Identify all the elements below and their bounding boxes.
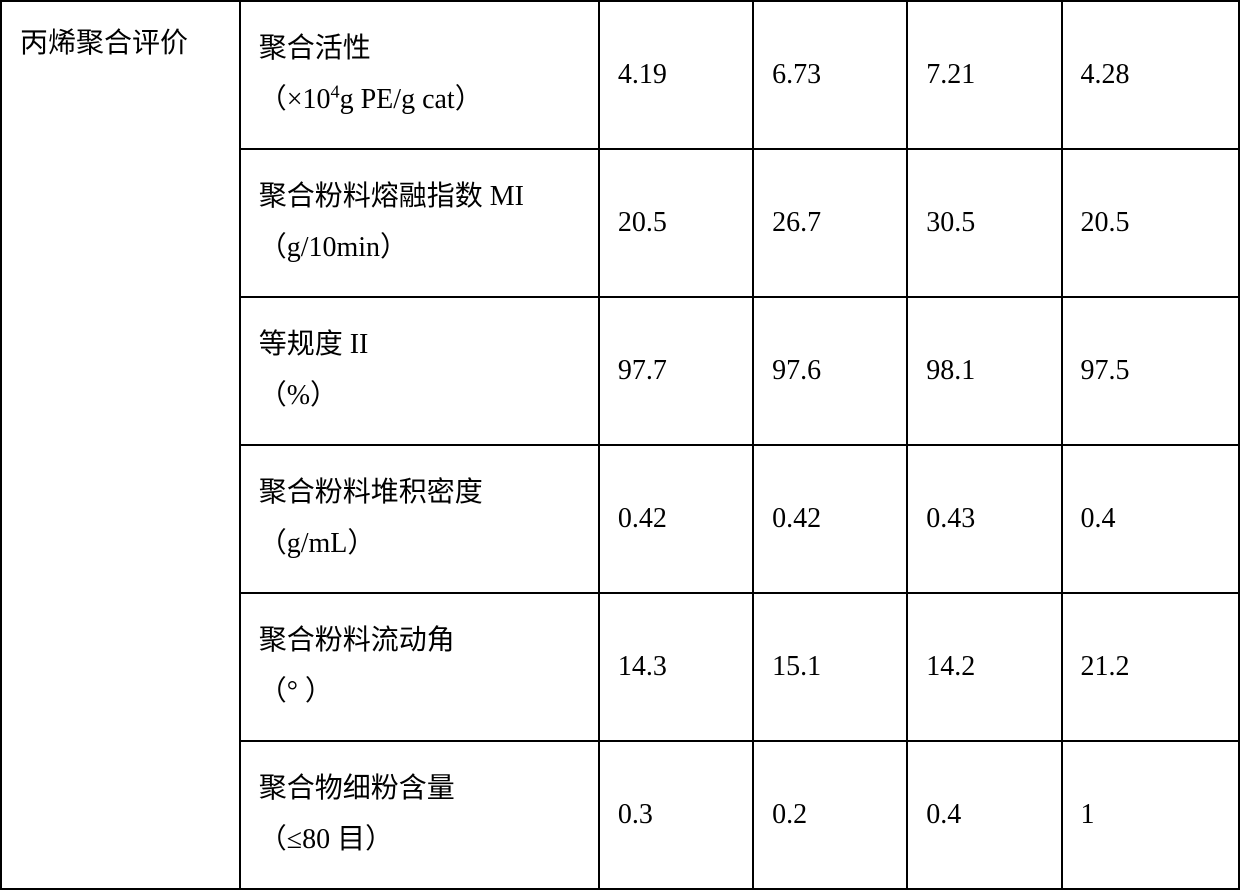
value-cell: 97.7 — [599, 297, 753, 445]
value-cell: 0.42 — [599, 445, 753, 593]
value-cell: 30.5 — [907, 149, 1061, 297]
value-cell: 4.28 — [1062, 1, 1239, 149]
value-cell: 97.6 — [753, 297, 907, 445]
metric-line1: 聚合活性 — [259, 27, 580, 72]
value-cell: 0.4 — [907, 741, 1061, 889]
table-row: 丙烯聚合评价 聚合活性 （×104g PE/g cat） 4.19 6.73 7… — [1, 1, 1239, 149]
metric-cell: 聚合粉料流动角 （° ） — [240, 593, 599, 741]
metric-cell: 等规度 II （%） — [240, 297, 599, 445]
metric-line2: （×104g PE/g cat） — [259, 78, 580, 123]
metric-cell: 聚合粉料熔融指数 MI （g/10min） — [240, 149, 599, 297]
metric-line1: 等规度 II — [259, 323, 580, 368]
value-cell: 20.5 — [1062, 149, 1239, 297]
value-cell: 0.3 — [599, 741, 753, 889]
metric-line2: （g/10min） — [259, 226, 580, 271]
value-cell: 7.21 — [907, 1, 1061, 149]
metric-cell: 聚合物细粉含量 （≤80 目） — [240, 741, 599, 889]
value-cell: 98.1 — [907, 297, 1061, 445]
metric-line2: （° ） — [259, 670, 580, 715]
value-cell: 0.4 — [1062, 445, 1239, 593]
value-cell: 14.3 — [599, 593, 753, 741]
metric-cell: 聚合活性 （×104g PE/g cat） — [240, 1, 599, 149]
metric-line2: （g/mL） — [259, 522, 580, 567]
value-cell: 1 — [1062, 741, 1239, 889]
metric-line1: 聚合粉料熔融指数 MI — [259, 175, 580, 220]
value-cell: 26.7 — [753, 149, 907, 297]
value-cell: 0.42 — [753, 445, 907, 593]
metric-line2: （%） — [259, 374, 580, 419]
value-cell: 14.2 — [907, 593, 1061, 741]
metric-line1: 聚合物细粉含量 — [259, 767, 580, 812]
value-cell: 15.1 — [753, 593, 907, 741]
value-cell: 97.5 — [1062, 297, 1239, 445]
row-group-header: 丙烯聚合评价 — [1, 1, 240, 889]
value-cell: 21.2 — [1062, 593, 1239, 741]
metric-line1: 聚合粉料堆积密度 — [259, 471, 580, 516]
value-cell: 6.73 — [753, 1, 907, 149]
value-cell: 4.19 — [599, 1, 753, 149]
value-cell: 0.2 — [753, 741, 907, 889]
value-cell: 20.5 — [599, 149, 753, 297]
metric-line1: 聚合粉料流动角 — [259, 619, 580, 664]
metric-cell: 聚合粉料堆积密度 （g/mL） — [240, 445, 599, 593]
metric-line2: （≤80 目） — [259, 818, 580, 863]
evaluation-table: 丙烯聚合评价 聚合活性 （×104g PE/g cat） 4.19 6.73 7… — [0, 0, 1240, 890]
value-cell: 0.43 — [907, 445, 1061, 593]
